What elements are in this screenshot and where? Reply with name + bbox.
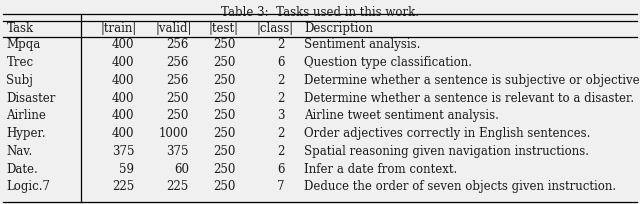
Text: 225: 225 — [166, 180, 189, 193]
Text: Hyper.: Hyper. — [6, 127, 46, 140]
Text: 400: 400 — [112, 109, 134, 122]
Text: Determine whether a sentence is relevant to a disaster.: Determine whether a sentence is relevant… — [304, 92, 634, 105]
Text: 3: 3 — [277, 109, 285, 122]
Text: 2: 2 — [277, 127, 285, 140]
Text: 250: 250 — [213, 92, 236, 105]
Text: 250: 250 — [213, 127, 236, 140]
Text: 225: 225 — [112, 180, 134, 193]
Text: 256: 256 — [166, 38, 189, 51]
Text: Subj: Subj — [6, 74, 33, 87]
Text: 1000: 1000 — [159, 127, 189, 140]
Text: Determine whether a sentence is subjective or objective.: Determine whether a sentence is subjecti… — [304, 74, 640, 87]
Text: 400: 400 — [112, 92, 134, 105]
Text: Description: Description — [304, 22, 373, 35]
Text: 59: 59 — [120, 163, 134, 176]
Text: 250: 250 — [166, 109, 189, 122]
Text: 250: 250 — [213, 109, 236, 122]
Text: Sentiment analysis.: Sentiment analysis. — [304, 38, 420, 51]
Text: Trec: Trec — [6, 56, 33, 69]
Text: 250: 250 — [213, 38, 236, 51]
Text: |test|: |test| — [209, 22, 239, 35]
Text: 2: 2 — [277, 145, 285, 158]
Text: Logic.7: Logic.7 — [6, 180, 51, 193]
Text: 2: 2 — [277, 74, 285, 87]
Text: |valid|: |valid| — [156, 22, 192, 35]
Text: Airline: Airline — [6, 109, 46, 122]
Text: 375: 375 — [166, 145, 189, 158]
Text: 400: 400 — [112, 56, 134, 69]
Text: 6: 6 — [277, 163, 285, 176]
Text: Airline tweet sentiment analysis.: Airline tweet sentiment analysis. — [304, 109, 499, 122]
Text: Task: Task — [6, 22, 33, 35]
Text: 400: 400 — [112, 127, 134, 140]
Text: Date.: Date. — [6, 163, 38, 176]
Text: 2: 2 — [277, 92, 285, 105]
Text: 60: 60 — [174, 163, 189, 176]
Text: 250: 250 — [213, 163, 236, 176]
Text: 256: 256 — [166, 56, 189, 69]
Text: 250: 250 — [213, 56, 236, 69]
Text: 7: 7 — [277, 180, 285, 193]
Text: Infer a date from context.: Infer a date from context. — [304, 163, 457, 176]
Text: Table 3:  Tasks used in this work.: Table 3: Tasks used in this work. — [221, 6, 419, 19]
Text: |train|: |train| — [100, 22, 136, 35]
Text: 250: 250 — [213, 74, 236, 87]
Text: 256: 256 — [166, 74, 189, 87]
Text: 2: 2 — [277, 38, 285, 51]
Text: 400: 400 — [112, 38, 134, 51]
Text: 250: 250 — [213, 180, 236, 193]
Text: Order adjectives correctly in English sentences.: Order adjectives correctly in English se… — [304, 127, 590, 140]
Text: Mpqa: Mpqa — [6, 38, 41, 51]
Text: |class|: |class| — [257, 22, 294, 35]
Text: 250: 250 — [166, 92, 189, 105]
Text: 250: 250 — [213, 145, 236, 158]
Text: Disaster: Disaster — [6, 92, 56, 105]
Text: Question type classification.: Question type classification. — [304, 56, 472, 69]
Text: Deduce the order of seven objects given instruction.: Deduce the order of seven objects given … — [304, 180, 616, 193]
Text: Spatial reasoning given navigation instructions.: Spatial reasoning given navigation instr… — [304, 145, 589, 158]
Text: 375: 375 — [112, 145, 134, 158]
Text: Nav.: Nav. — [6, 145, 33, 158]
Text: 400: 400 — [112, 74, 134, 87]
Text: 6: 6 — [277, 56, 285, 69]
